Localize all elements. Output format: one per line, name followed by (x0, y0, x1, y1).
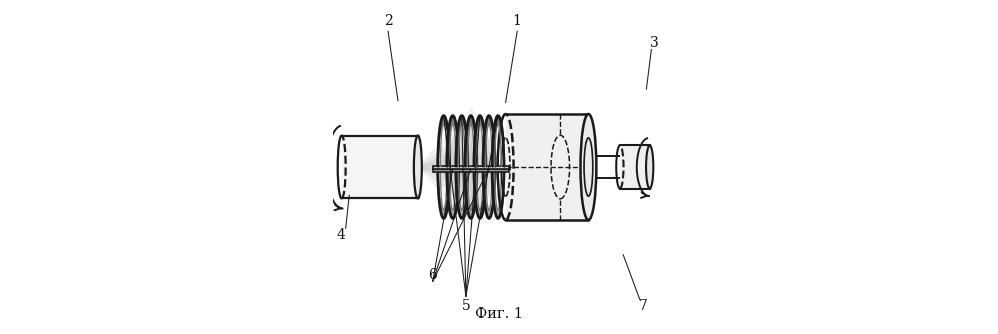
Ellipse shape (444, 139, 497, 195)
Text: 1: 1 (513, 14, 522, 28)
Text: 5: 5 (461, 299, 470, 313)
Ellipse shape (581, 114, 597, 220)
Ellipse shape (512, 131, 582, 203)
Text: 6: 6 (428, 268, 437, 282)
Polygon shape (418, 127, 472, 207)
Text: 2: 2 (383, 14, 392, 28)
Text: 7: 7 (639, 299, 648, 313)
Ellipse shape (512, 154, 582, 180)
Text: 4: 4 (336, 228, 345, 242)
Ellipse shape (646, 146, 654, 188)
Text: 3: 3 (651, 36, 659, 50)
Bar (433, 169, 509, 172)
Ellipse shape (444, 132, 497, 202)
Polygon shape (418, 142, 472, 192)
Bar (433, 166, 509, 169)
Bar (506, 114, 589, 220)
Text: Фиг. 1: Фиг. 1 (475, 307, 523, 321)
Bar (341, 136, 418, 198)
Polygon shape (418, 107, 472, 227)
Bar (620, 146, 650, 188)
Polygon shape (418, 152, 472, 182)
Ellipse shape (414, 136, 422, 198)
Ellipse shape (444, 126, 497, 208)
Ellipse shape (512, 141, 582, 193)
